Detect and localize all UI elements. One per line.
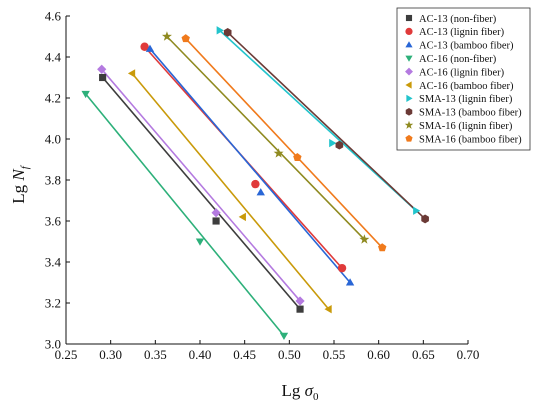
- y-tick-label: 4.2: [45, 91, 61, 106]
- fit-line: [185, 38, 383, 249]
- data-point: [359, 234, 370, 244]
- x-axis-ticks: 0.25 0.30 0.35 0.40 0.45 0.50 0.55 0.60 0.65 0.70: [55, 340, 480, 362]
- legend-label: SMA-16 (bamboo fiber): [419, 134, 522, 145]
- legend-marker: [405, 27, 413, 35]
- legend-marker: [405, 41, 413, 48]
- x-tick-label: 0.25: [55, 347, 78, 362]
- data-point: [181, 34, 190, 43]
- fit-line: [166, 35, 365, 241]
- legend-marker: [405, 134, 413, 142]
- legend-label: AC-13 (non-fiber): [419, 14, 497, 25]
- legend: AC-13 (non-fiber) AC-13 (lignin fiber) AC-…: [396, 7, 531, 151]
- legend-box: [396, 7, 531, 151]
- fit-line: [102, 76, 301, 310]
- fit-line: [131, 72, 330, 310]
- data-point: [293, 153, 302, 162]
- fit-line: [219, 29, 417, 212]
- data-point: [97, 64, 107, 74]
- data-point: [421, 214, 429, 224]
- data-point: [81, 90, 90, 99]
- x-tick-label: 0.40: [189, 347, 212, 362]
- y-tick-label: 4.4: [45, 50, 62, 65]
- y-tick-label: 4.6: [45, 9, 62, 24]
- x-tick-label: 0.60: [367, 347, 390, 362]
- legend-label: AC-13 (lignin fiber): [419, 27, 505, 38]
- legend-marker: [405, 108, 413, 116]
- x-tick-label: 0.55: [323, 347, 346, 362]
- x-tick-label: 0.45: [233, 347, 256, 362]
- data-point: [279, 332, 289, 340]
- data-point: [223, 27, 232, 37]
- x-tick-label: 0.65: [412, 347, 435, 362]
- y-tick-label: 3.2: [45, 296, 61, 311]
- legend-marker: [405, 67, 413, 76]
- data-point: [216, 26, 224, 35]
- data-point: [324, 304, 332, 314]
- legend-label: SMA-13 (lignin fiber): [419, 94, 513, 105]
- data-point: [238, 212, 246, 222]
- x-tick-label: 0.35: [144, 347, 167, 362]
- data-point: [329, 138, 337, 148]
- x-tick-label: 0.30: [99, 347, 122, 362]
- legend-label: SMA-16 (lignin fiber): [419, 121, 513, 132]
- data-points: [81, 26, 429, 340]
- data-point: [195, 238, 205, 246]
- data-point: [161, 31, 172, 41]
- x-tick-label: 0.70: [457, 347, 480, 362]
- legend-label: AC-16 (lignin fiber): [419, 67, 505, 78]
- y-axis-label-subscript: f: [19, 164, 31, 169]
- legend-label: SMA-13 (bamboo fiber): [419, 108, 522, 119]
- legend-marker: [405, 81, 412, 89]
- data-point: [127, 69, 136, 78]
- legend-marker: [406, 94, 413, 102]
- y-tick-label: 3.8: [45, 173, 61, 188]
- x-axis-label-subscript: 0: [313, 391, 319, 403]
- legend-marker: [405, 14, 413, 22]
- x-axis-label-prefix: Lg: [281, 381, 304, 400]
- y-axis-label-prefix: Lg: [9, 181, 28, 204]
- data-point: [99, 73, 107, 82]
- x-axis-label: Lg σ0: [281, 381, 319, 403]
- legend-label: AC-16 (non-fiber): [419, 54, 497, 65]
- data-point: [345, 278, 355, 286]
- data-point: [211, 208, 221, 218]
- data-point: [378, 243, 387, 252]
- data-point: [296, 305, 304, 313]
- y-axis-label: Lg Nf: [9, 164, 31, 203]
- x-tick-label: 0.50: [278, 347, 301, 362]
- data-point: [212, 217, 220, 225]
- fit-lines: [85, 29, 426, 337]
- data-point: [295, 296, 305, 306]
- y-axis-ticks: 3.0 3.2 3.4 3.6 3.8 4.0 4.2 4.4 4.6: [45, 9, 70, 352]
- fit-line: [149, 48, 351, 284]
- data-point: [251, 179, 260, 189]
- data-point: [337, 263, 347, 273]
- data-point: [335, 140, 344, 150]
- y-tick-label: 3.4: [45, 255, 62, 270]
- x-axis-label-symbol: σ: [305, 381, 314, 400]
- data-point: [145, 44, 155, 52]
- legend-label: AC-16 (bamboo fiber): [419, 81, 514, 92]
- fit-line: [101, 68, 301, 302]
- fit-line: [85, 93, 285, 337]
- data-point: [273, 148, 284, 158]
- data-point: [140, 42, 149, 51]
- data-point: [413, 206, 421, 215]
- data-point: [256, 188, 265, 196]
- legend-marker: [405, 55, 413, 62]
- y-tick-label: 3.6: [45, 214, 62, 229]
- fit-line: [227, 31, 426, 220]
- legend-label: AC-13 (bamboo fiber): [419, 41, 514, 52]
- y-tick-label: 3.0: [45, 337, 61, 352]
- legend-marker: [404, 120, 414, 129]
- y-axis-label-symbol: N: [9, 168, 28, 182]
- y-tick-label: 4.0: [45, 132, 61, 147]
